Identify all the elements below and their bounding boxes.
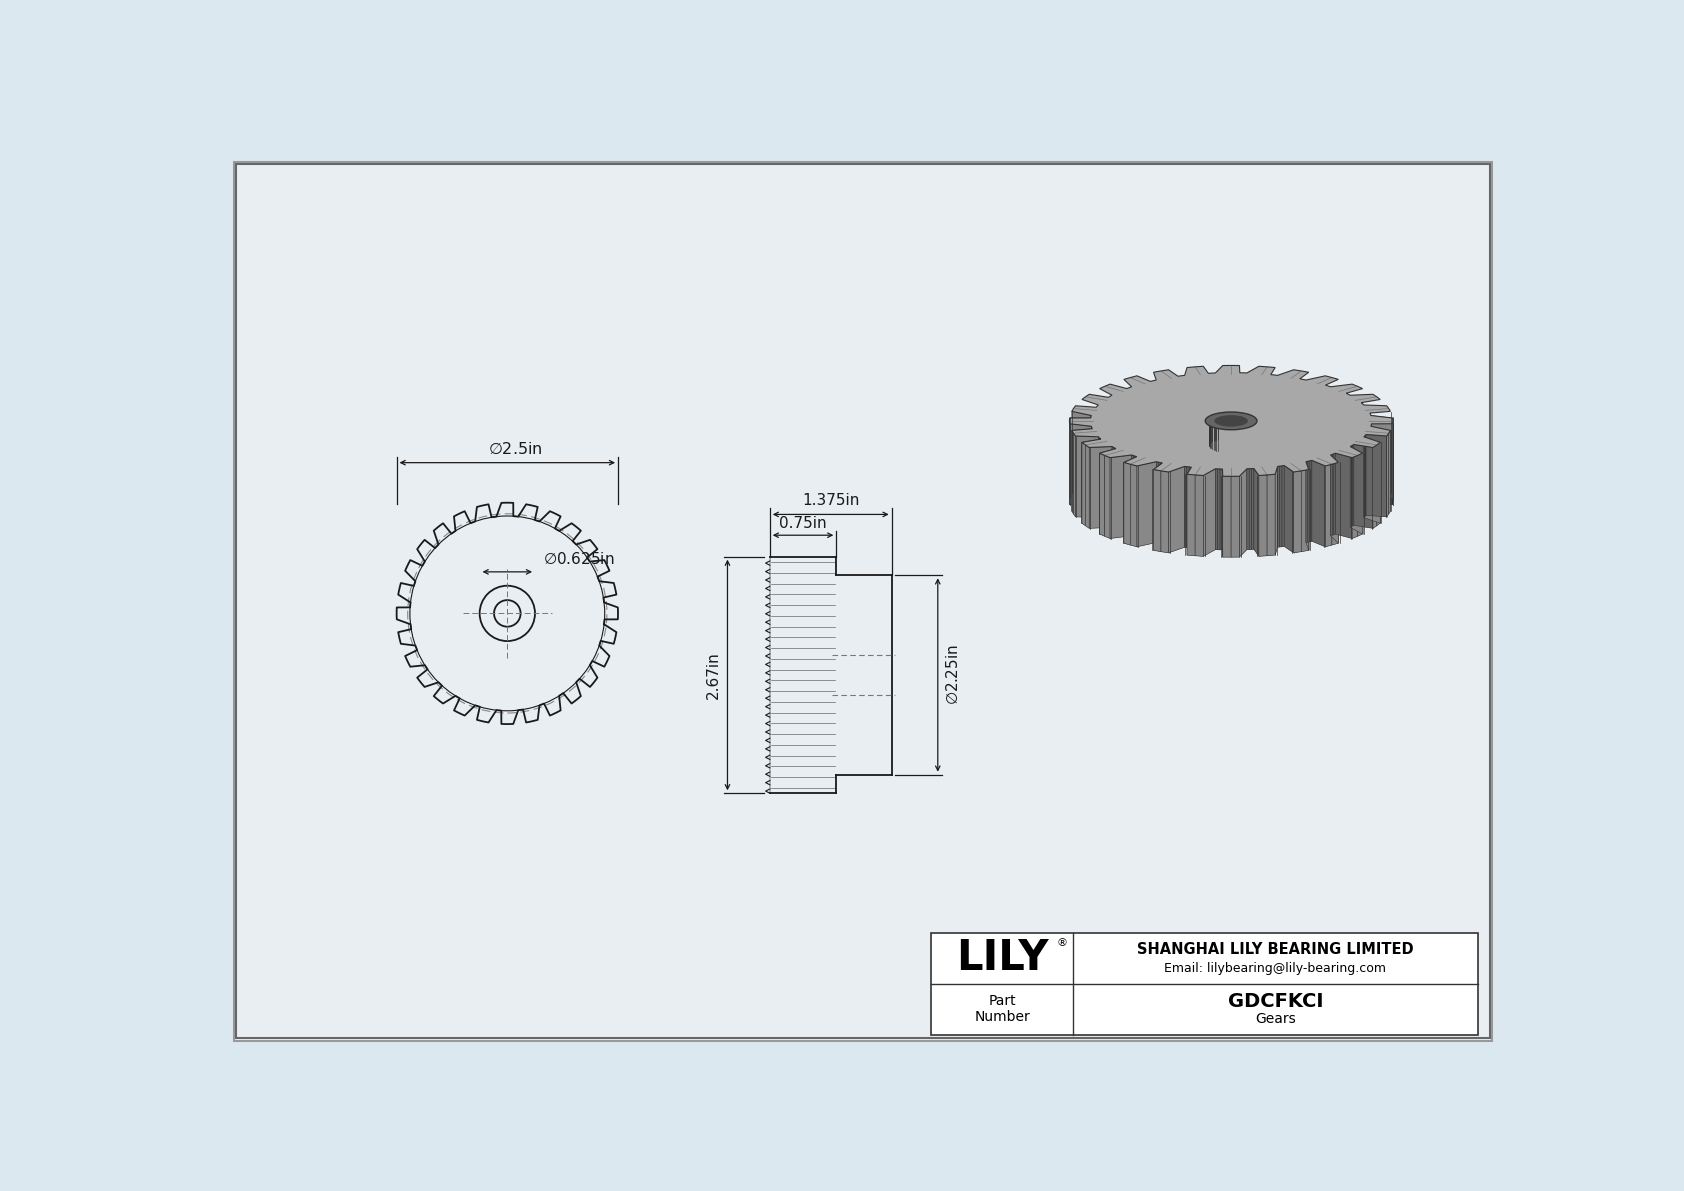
Polygon shape: [1378, 442, 1381, 525]
Polygon shape: [1372, 445, 1378, 529]
Text: Email: lilybearing@lily-bearing.com: Email: lilybearing@lily-bearing.com: [1164, 962, 1386, 975]
Polygon shape: [1354, 444, 1372, 529]
Polygon shape: [1335, 454, 1352, 538]
Text: LILY: LILY: [957, 937, 1047, 979]
Text: $\varnothing$2.25in: $\varnothing$2.25in: [945, 644, 962, 705]
Polygon shape: [1090, 447, 1111, 529]
Polygon shape: [1130, 464, 1137, 547]
Polygon shape: [1100, 449, 1116, 534]
Polygon shape: [1278, 466, 1280, 548]
Polygon shape: [1187, 474, 1196, 556]
Polygon shape: [1083, 439, 1101, 523]
Polygon shape: [1260, 475, 1266, 556]
Polygon shape: [1357, 453, 1362, 536]
Polygon shape: [1154, 463, 1162, 550]
Polygon shape: [1135, 456, 1137, 537]
Polygon shape: [1069, 366, 1393, 476]
Polygon shape: [1100, 453, 1105, 536]
Ellipse shape: [1206, 412, 1256, 430]
Text: 1.375in: 1.375in: [802, 493, 859, 509]
Polygon shape: [1184, 467, 1187, 548]
Text: GDCFKCI: GDCFKCI: [1228, 992, 1324, 1011]
Polygon shape: [1133, 456, 1135, 537]
Polygon shape: [1307, 462, 1308, 550]
Polygon shape: [1169, 467, 1184, 553]
Polygon shape: [1239, 469, 1246, 557]
Polygon shape: [1187, 467, 1191, 555]
Polygon shape: [1231, 476, 1239, 557]
Polygon shape: [1069, 447, 1393, 557]
Polygon shape: [1160, 470, 1169, 553]
Polygon shape: [1159, 462, 1160, 543]
Polygon shape: [1123, 456, 1137, 543]
Polygon shape: [1308, 461, 1310, 542]
Bar: [931, 933, 1477, 1035]
Polygon shape: [1325, 464, 1332, 547]
Polygon shape: [1352, 455, 1357, 538]
Polygon shape: [1110, 455, 1132, 538]
Polygon shape: [1351, 447, 1362, 534]
Polygon shape: [1083, 442, 1086, 525]
Text: SHANGHAI LILY BEARING LIMITED: SHANGHAI LILY BEARING LIMITED: [1137, 942, 1413, 956]
Polygon shape: [1187, 467, 1189, 548]
Polygon shape: [1312, 461, 1325, 547]
Polygon shape: [1069, 424, 1091, 507]
Polygon shape: [1371, 424, 1393, 505]
Polygon shape: [1069, 418, 1091, 499]
Polygon shape: [1302, 469, 1308, 551]
Polygon shape: [1196, 475, 1204, 556]
Polygon shape: [1310, 461, 1312, 542]
Polygon shape: [1255, 468, 1260, 556]
Polygon shape: [1189, 467, 1191, 548]
Polygon shape: [1250, 468, 1251, 549]
Polygon shape: [1280, 466, 1282, 547]
Polygon shape: [1371, 416, 1393, 499]
Polygon shape: [1071, 411, 1091, 497]
Polygon shape: [1221, 469, 1223, 550]
Polygon shape: [1285, 466, 1293, 553]
Polygon shape: [1275, 467, 1278, 555]
Text: $\varnothing$2.5in: $\varnothing$2.5in: [488, 442, 542, 457]
Text: ®: ®: [1058, 939, 1068, 948]
Polygon shape: [1251, 468, 1255, 549]
Polygon shape: [1073, 434, 1076, 517]
Polygon shape: [1154, 469, 1160, 551]
Text: Gears: Gears: [1255, 1012, 1295, 1027]
Polygon shape: [1223, 476, 1231, 557]
Polygon shape: [1332, 462, 1339, 545]
Polygon shape: [1160, 462, 1162, 544]
Polygon shape: [1123, 462, 1130, 545]
Text: Part
Number: Part Number: [973, 994, 1031, 1024]
Polygon shape: [1216, 469, 1218, 550]
Polygon shape: [1071, 429, 1093, 511]
Polygon shape: [1157, 462, 1159, 543]
Polygon shape: [1204, 469, 1216, 556]
Polygon shape: [1330, 455, 1339, 543]
Text: 2.67in: 2.67in: [706, 651, 721, 699]
Polygon shape: [1293, 470, 1302, 553]
Polygon shape: [1386, 434, 1389, 517]
Ellipse shape: [1214, 416, 1248, 426]
Polygon shape: [1218, 469, 1221, 550]
Polygon shape: [1076, 436, 1098, 518]
Polygon shape: [1307, 461, 1308, 543]
Text: $\varnothing$0.625in: $\varnothing$0.625in: [542, 551, 615, 567]
Polygon shape: [1366, 435, 1386, 517]
Polygon shape: [1132, 455, 1133, 536]
Polygon shape: [1364, 437, 1381, 523]
Text: 0.75in: 0.75in: [780, 517, 827, 531]
Polygon shape: [1137, 462, 1157, 547]
Polygon shape: [1246, 469, 1250, 550]
Polygon shape: [1266, 474, 1275, 556]
Polygon shape: [1105, 455, 1110, 538]
Polygon shape: [1086, 445, 1090, 529]
Polygon shape: [1282, 466, 1285, 547]
